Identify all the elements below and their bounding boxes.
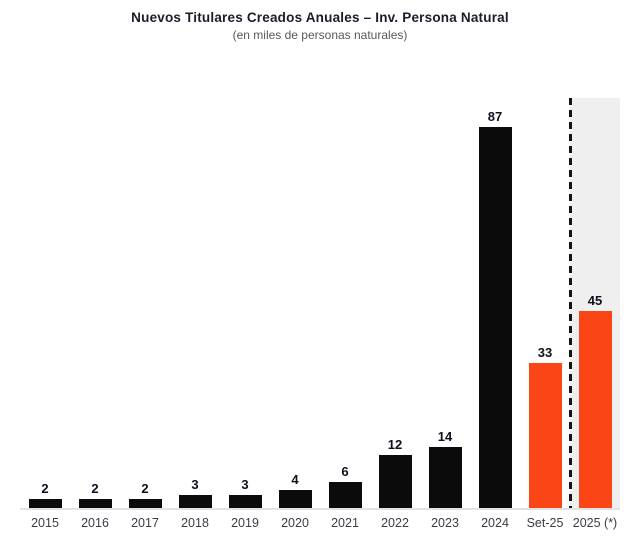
bar-value-label: 6 — [341, 464, 349, 479]
bar-value-label: 2 — [141, 481, 149, 496]
axis-tick-label: 2021 — [331, 516, 359, 530]
bar-value-label: 2 — [91, 481, 99, 496]
bar — [278, 490, 312, 508]
bar-value-label: 4 — [291, 472, 299, 487]
bar-column: 12 — [370, 98, 420, 508]
bar-value-label: 12 — [387, 437, 403, 452]
chart-title: Nuevos Titulares Creados Anuales – Inv. … — [131, 10, 509, 25]
axis-tick-label: 2024 — [481, 516, 509, 530]
bar — [578, 311, 612, 508]
bar — [428, 447, 462, 508]
axis-tick-label: 2015 — [31, 516, 59, 530]
bar-column: 33 — [520, 98, 570, 508]
bar-value-label: 33 — [537, 345, 553, 360]
axis-tick-label: 2020 — [281, 516, 309, 530]
bar-column: 6 — [320, 98, 370, 508]
bar-column: 2 — [120, 98, 170, 508]
axis-tick-label: Set-25 — [526, 516, 564, 530]
bar-value-label: 45 — [587, 293, 603, 308]
bar — [378, 455, 412, 508]
bar — [528, 363, 562, 508]
bar-value-label: 3 — [191, 477, 199, 492]
chart-header: Nuevos Titulares Creados Anuales – Inv. … — [0, 10, 640, 42]
bar-column: 3 — [220, 98, 270, 508]
bar — [478, 127, 512, 508]
bar-value-label: 2 — [41, 481, 49, 496]
bar — [128, 499, 162, 508]
bars-container: 2 2 2 3 3 4 6 12 14 87 33 45 — [20, 98, 620, 508]
axis-tick-label: 2025 (*) — [572, 516, 618, 530]
bar — [328, 482, 362, 508]
axis-tick-label: 2018 — [181, 516, 209, 530]
axis-tick-label: 2019 — [231, 516, 259, 530]
bar-value-label: 14 — [437, 429, 453, 444]
axis-tick-label: 2023 — [431, 516, 459, 530]
bar-column: 2 — [20, 98, 70, 508]
bar-column: 2 — [70, 98, 120, 508]
axis-tick-label: 2016 — [81, 516, 109, 530]
plot-area: 2 2 2 3 3 4 6 12 14 87 33 45 — [20, 98, 620, 510]
bar-value-label: 87 — [487, 109, 503, 124]
bar — [228, 495, 262, 508]
axis-tick-label: 2017 — [131, 516, 159, 530]
bar — [78, 499, 112, 508]
bar — [178, 495, 212, 508]
projection-divider-line — [568, 98, 572, 508]
bar-column: 3 — [170, 98, 220, 508]
bar-column: 45 — [570, 98, 620, 508]
bar-column: 14 — [420, 98, 470, 508]
bar-column: 87 — [470, 98, 520, 508]
axis-tick-label: 2022 — [381, 516, 409, 530]
chart-subtitle: (en miles de personas naturales) — [232, 28, 408, 42]
bar-value-label: 3 — [241, 477, 249, 492]
bar-column: 4 — [270, 98, 320, 508]
bar — [28, 499, 62, 508]
x-axis-tick-labels: 2015 2016 2017 2018 2019 2020 2021 2022 2023 2024… — [20, 516, 620, 530]
